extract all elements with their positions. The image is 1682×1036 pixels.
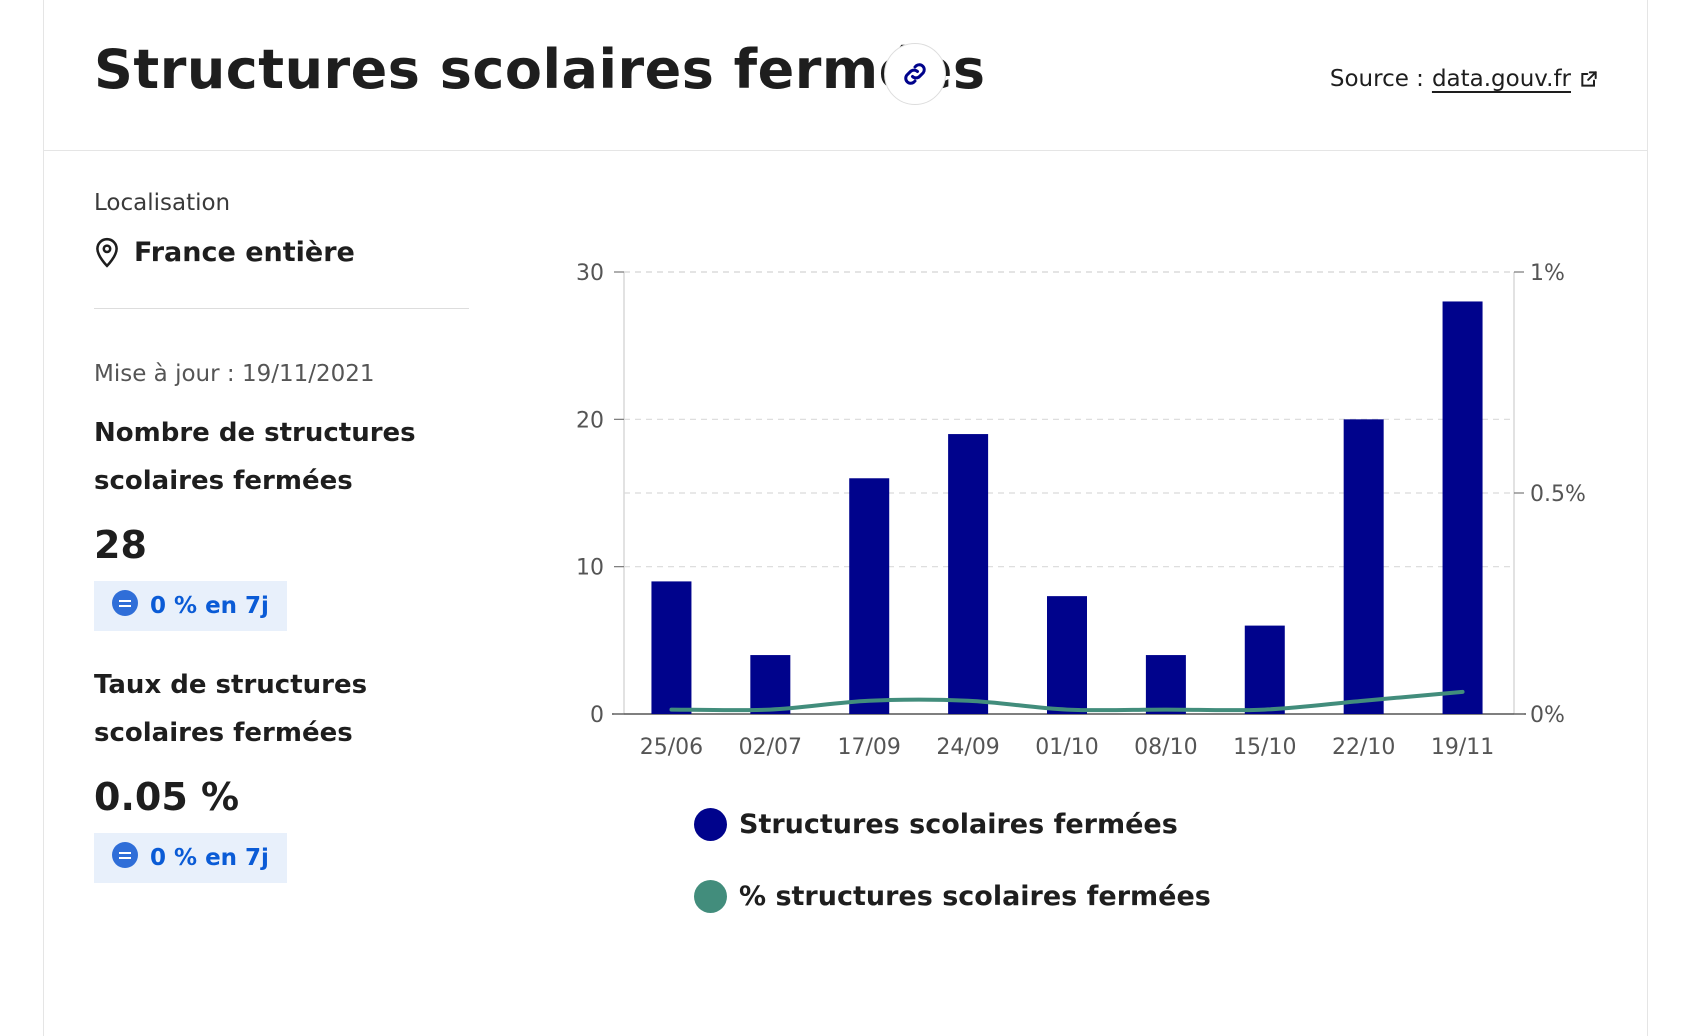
- y-tick-label-right: 0.5%: [1530, 482, 1586, 507]
- x-tick-label: 19/11: [1431, 735, 1494, 760]
- bar: [1343, 419, 1384, 714]
- location-label: Localisation: [94, 190, 231, 216]
- source-label: Source :: [1329, 66, 1424, 92]
- external-link-icon: [1581, 71, 1597, 87]
- bar: [1442, 301, 1483, 714]
- equal-icon: [112, 590, 138, 616]
- trend-badge-count-text: 0 % en 7j: [150, 593, 269, 619]
- divider: [94, 308, 469, 309]
- legend-label-bars: Structures scolaires fermées: [739, 809, 1178, 840]
- metric-rate-title: Taux de structures scolaires fermées: [94, 661, 474, 757]
- x-tick-label: 24/09: [936, 735, 999, 760]
- x-tick-label: 01/10: [1035, 735, 1098, 760]
- metric-count-title-line1: Nombre de structures: [94, 418, 416, 448]
- legend-item-line[interactable]: % structures scolaires fermées: [694, 880, 1211, 913]
- y-tick-label-left: 30: [576, 261, 604, 286]
- copy-link-button[interactable]: [884, 43, 946, 105]
- bar: [651, 581, 692, 714]
- source: Source : data.gouv.fr: [1330, 66, 1599, 92]
- map-pin-icon: [96, 237, 118, 268]
- y-tick-label-left: 0: [590, 703, 604, 728]
- card: Structures scolaires fermées Source : da…: [43, 0, 1648, 1036]
- bar: [1145, 655, 1186, 714]
- x-tick-label: 15/10: [1233, 735, 1296, 760]
- location-value: France entière: [134, 236, 355, 268]
- metric-count-value: 28: [94, 523, 147, 567]
- x-tick-label: 08/10: [1134, 735, 1197, 760]
- trend-badge-rate-text: 0 % en 7j: [150, 845, 269, 871]
- page-title: Structures scolaires fermées: [94, 38, 986, 101]
- header: Structures scolaires fermées Source : da…: [44, 0, 1647, 151]
- bar: [948, 434, 989, 714]
- source-link-text: data.gouv.fr: [1431, 66, 1571, 92]
- metric-rate-title-line2: scolaires fermées: [94, 718, 353, 748]
- equal-icon: [112, 842, 138, 868]
- bar: [1047, 596, 1087, 714]
- legend-item-bars[interactable]: Structures scolaires fermées: [694, 808, 1178, 841]
- x-tick-label: 02/07: [739, 735, 802, 760]
- legend-swatch-bars: [694, 808, 727, 841]
- sidebar: Localisation France entière Mise à jour …: [94, 190, 474, 883]
- y-tick-label-right: 0%: [1530, 703, 1565, 728]
- legend-label-line: % structures scolaires fermées: [739, 881, 1211, 912]
- bar-line-chart: 0 10 20 30 0% 0.5% 1% 25/06 02/07 17/09 24/09 01/10…: [576, 261, 1586, 760]
- trend-badge-rate: 0 % en 7j: [94, 833, 287, 883]
- x-tick-label: 17/09: [838, 735, 901, 760]
- metric-rate-value: 0.05 %: [94, 775, 240, 819]
- bar: [750, 655, 791, 714]
- update-date: Mise à jour : 19/11/2021: [94, 361, 375, 387]
- y-tick-label-left: 20: [576, 408, 604, 433]
- rate-line: [669, 689, 1465, 713]
- source-link[interactable]: data.gouv.fr: [1432, 66, 1599, 92]
- x-tick-label: 25/06: [640, 735, 703, 760]
- x-tick-label: 22/10: [1332, 735, 1395, 760]
- location-selector[interactable]: France entière: [94, 236, 474, 268]
- metric-rate-title-line1: Taux de structures: [94, 670, 368, 700]
- metric-count-title-line2: scolaires fermées: [94, 466, 353, 496]
- y-tick-label-left: 10: [576, 556, 604, 581]
- bar: [1244, 625, 1285, 714]
- link-icon: [904, 63, 926, 85]
- metric-count-title: Nombre de structures scolaires fermées: [94, 409, 474, 505]
- legend-swatch-line: [694, 880, 727, 913]
- trend-badge-count: 0 % en 7j: [94, 581, 287, 631]
- bar: [849, 478, 890, 714]
- y-tick-label-right: 1%: [1530, 261, 1565, 286]
